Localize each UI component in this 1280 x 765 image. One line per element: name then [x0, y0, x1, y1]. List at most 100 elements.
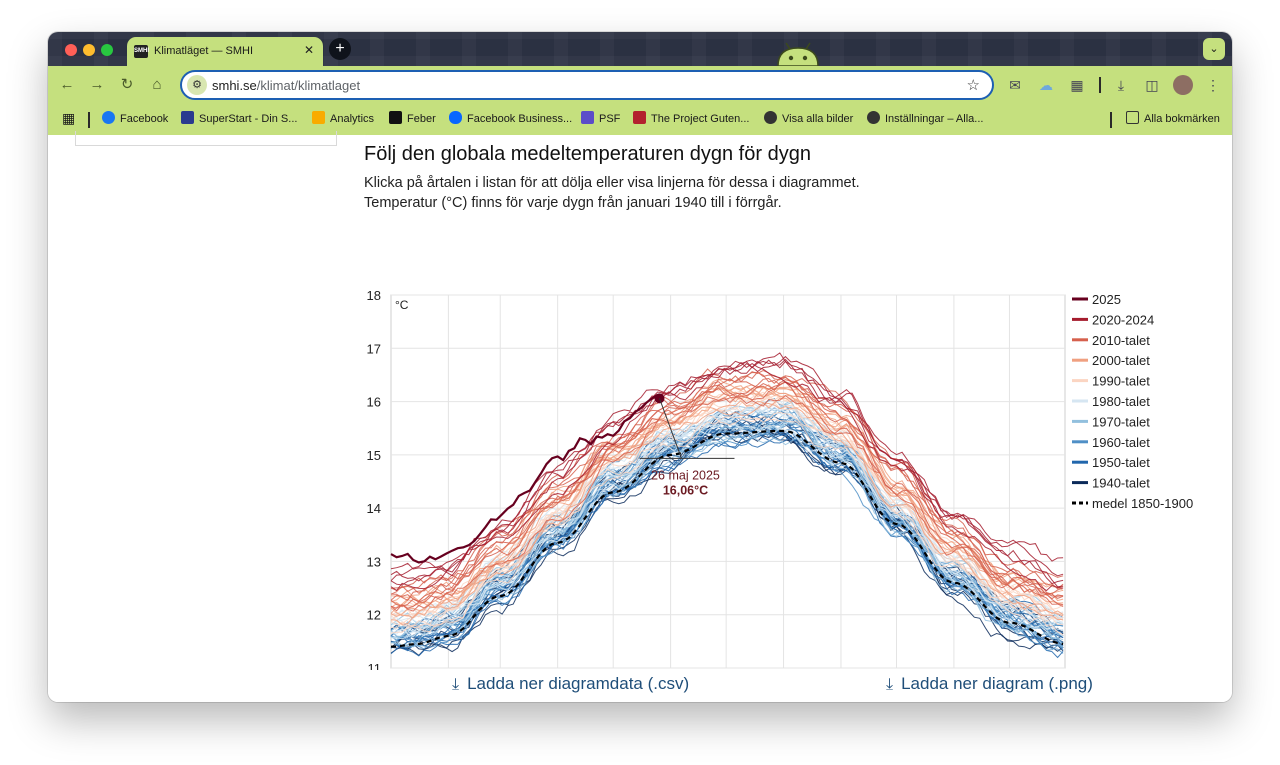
bookmarks-bar: ▦ Facebook SuperStart - Din S... Analyti… — [48, 103, 1232, 135]
page-description-line2: Temperatur (°C) finns för varje dygn frå… — [364, 195, 782, 211]
tab-klimatlaget[interactable]: SMHI Klimatläget — SMHI ✕ — [127, 37, 323, 66]
back-icon[interactable]: ← — [59, 76, 75, 93]
y-tick-label: 18 — [367, 288, 381, 303]
download-csv-label: Ladda ner diagramdata (.csv) — [467, 674, 690, 693]
legend-item[interactable]: medel 1850-1900 — [1092, 496, 1193, 511]
browser-toolbar: ← → ↻ ⌂ ⚙ smhi.se/klimat/klimatlaget ☆ ✉… — [48, 66, 1232, 103]
series-line — [390, 411, 1064, 641]
annotation-date: 26 maj 2025 — [651, 468, 720, 482]
new-tab-button[interactable]: + — [329, 38, 351, 60]
bookmark-label: Alla bokmärken — [1144, 113, 1220, 125]
legend-item[interactable]: 1940-talet — [1092, 476, 1150, 491]
bookmark-installningar[interactable]: Inställningar – Alla... — [867, 111, 983, 127]
temperature-chart: 1112131415161718jan.feb.marsapr.majjunij… — [367, 288, 1194, 670]
url-host: smhi.se — [212, 78, 257, 93]
annotation-value: 16,06°C — [663, 483, 708, 497]
bookmark-psf[interactable]: PSF — [581, 111, 620, 127]
bookmark-analytics[interactable]: Analytics — [312, 111, 374, 127]
forward-icon[interactable]: → — [89, 76, 105, 93]
series-line — [390, 381, 1064, 607]
series-line — [390, 378, 1064, 601]
download-csv-link[interactable]: ⤓ Ladda ner diagramdata (.csv) — [452, 674, 689, 694]
bookmark-feber[interactable]: Feber — [389, 111, 436, 127]
legend-item[interactable]: 1960-talet — [1092, 435, 1150, 450]
bookmark-facebook[interactable]: Facebook — [102, 111, 168, 127]
url-text[interactable]: smhi.se/klimat/klimatlaget — [212, 78, 360, 93]
apps-grid-icon[interactable]: ▦ — [62, 110, 76, 126]
series-line — [390, 390, 1064, 626]
bookmark-label: Facebook — [120, 113, 169, 125]
facebook-icon — [102, 111, 115, 124]
bookmark-gutenberg[interactable]: The Project Guten... — [633, 111, 749, 127]
series-line — [390, 400, 1064, 626]
series-line — [390, 358, 1064, 585]
bookmark-label: PSF — [599, 113, 621, 125]
bookmark-all-bookmarks[interactable]: Alla bokmärken — [1126, 111, 1220, 127]
bookmark-label: The Project Guten... — [651, 113, 750, 125]
y-tick-label: 12 — [367, 608, 381, 623]
series-line — [390, 398, 1064, 637]
legend-item[interactable]: 1990-talet — [1092, 374, 1150, 389]
series-line — [390, 390, 1064, 621]
series-line — [390, 422, 1064, 648]
plot-area — [390, 294, 1066, 669]
site-info-icon[interactable]: ⚙ — [187, 75, 207, 95]
reload-icon[interactable]: ↻ — [120, 76, 134, 93]
menu-icon[interactable]: ⋮ — [1206, 77, 1220, 93]
analytics-icon — [312, 111, 325, 124]
home-icon[interactable]: ⌂ — [152, 76, 162, 93]
y-tick-label: 14 — [367, 501, 381, 516]
legend-item[interactable]: 1950-talet — [1092, 455, 1150, 470]
download-png-label: Ladda ner diagram (.png) — [901, 674, 1093, 693]
cloud-icon[interactable]: ☁ — [1039, 77, 1053, 93]
tab-title: Klimatläget — SMHI — [154, 45, 254, 57]
meta-icon — [449, 111, 462, 124]
toolbar-divider — [1099, 77, 1101, 93]
bookmark-facebook-business[interactable]: Facebook Business... — [449, 111, 572, 127]
psf-icon — [581, 111, 594, 124]
tab-search-icon[interactable]: ⌄ — [1203, 38, 1225, 60]
mail-icon[interactable]: ✉ — [1009, 77, 1021, 93]
y-tick-label: 13 — [367, 554, 381, 569]
bookmark-star-icon[interactable]: ☆ — [966, 77, 980, 94]
page-content: Följ den globala medeltemperaturen dygn … — [48, 131, 1232, 702]
y-tick-label: 15 — [367, 448, 381, 463]
url-path: /klimat/klimatlaget — [256, 78, 361, 93]
avatar[interactable] — [1173, 75, 1193, 95]
legend-item[interactable]: 2000-talet — [1092, 353, 1150, 368]
zoom-window-button[interactable] — [101, 44, 113, 56]
address-bar[interactable]: ⚙ smhi.se/klimat/klimatlaget ☆ — [180, 70, 994, 100]
download-icon[interactable]: ⤓ — [1117, 77, 1125, 93]
extensions-icon[interactable]: ▦ — [1070, 77, 1084, 93]
cast-icon[interactable]: ◫ — [1145, 77, 1159, 93]
y-tick-label: 17 — [367, 341, 381, 356]
series-line — [390, 421, 1064, 638]
globe-icon — [764, 111, 777, 124]
superstart-icon — [181, 111, 194, 124]
gear-icon — [867, 111, 880, 124]
bookmark-label: Inställningar – Alla... — [885, 113, 984, 125]
tab-close-icon[interactable]: ✕ — [303, 43, 314, 57]
legend-item[interactable]: 1980-talet — [1092, 394, 1150, 409]
download-icon: ⤓ — [452, 676, 460, 693]
legend-item[interactable]: 2020-2024 — [1092, 312, 1154, 327]
series-line — [390, 415, 1064, 636]
page-description-line1: Klicka på årtalen i listan för att dölja… — [364, 175, 860, 191]
sidebar-box — [75, 131, 337, 146]
page-title: Följ den globala medeltemperaturen dygn … — [364, 143, 811, 165]
close-window-button[interactable] — [65, 44, 77, 56]
bookmarks-divider — [88, 112, 90, 128]
series-line — [390, 386, 1064, 610]
legend-item[interactable]: 2010-talet — [1092, 333, 1150, 348]
bookmark-label: Facebook Business... — [467, 113, 573, 125]
series-line — [390, 397, 1064, 625]
bookmarks-divider — [1110, 112, 1112, 128]
bookmark-superstart[interactable]: SuperStart - Din S... — [181, 111, 297, 127]
download-png-link[interactable]: ⤓ Ladda ner diagram (.png) — [886, 674, 1093, 694]
gutenberg-icon — [633, 111, 646, 124]
legend-item[interactable]: 1970-talet — [1092, 414, 1150, 429]
series-line-baseline — [390, 429, 1064, 648]
minimize-window-button[interactable] — [83, 44, 95, 56]
legend-item[interactable]: 2025 — [1092, 292, 1121, 307]
bookmark-visa-alla-bilder[interactable]: Visa alla bilder — [764, 111, 853, 127]
